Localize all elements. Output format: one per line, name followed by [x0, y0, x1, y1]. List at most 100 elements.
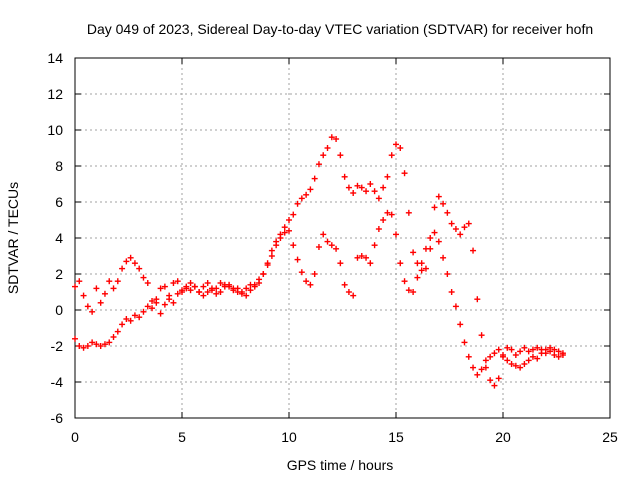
data-point-main: [529, 346, 536, 353]
data-point-secondary: [500, 352, 506, 358]
data-point-secondary: [136, 314, 143, 321]
y-tick-label: 8: [55, 158, 63, 174]
data-point-main: [422, 265, 429, 272]
data-point-secondary: [328, 242, 335, 249]
data-point-main: [367, 181, 374, 187]
data-point-secondary: [470, 364, 477, 371]
data-point-secondary: [405, 287, 412, 294]
data-point-secondary: [140, 308, 147, 315]
data-point-main: [521, 344, 528, 351]
data-point-secondary: [144, 303, 151, 310]
data-point-main: [393, 141, 399, 148]
data-point-secondary: [196, 289, 203, 295]
data-point-main: [388, 152, 395, 159]
data-point-main: [457, 231, 464, 238]
data-point-main: [410, 249, 417, 256]
x-tick-label: 10: [281, 429, 297, 445]
data-point-main: [478, 332, 485, 339]
data-point-main: [76, 278, 83, 285]
y-axis-label: SDTVAR / TECUs: [5, 182, 21, 294]
y-tick-label: -2: [51, 338, 64, 354]
data-point-secondary: [157, 310, 164, 317]
x-tick-label: 20: [495, 429, 511, 445]
data-point-main: [324, 145, 331, 151]
data-point-secondary: [508, 361, 515, 367]
data-point-secondary: [174, 290, 181, 297]
data-point-main: [452, 226, 459, 232]
data-point-secondary: [179, 289, 185, 295]
data-point-secondary: [358, 253, 365, 259]
data-point-main: [127, 254, 134, 261]
data-point-secondary: [183, 285, 190, 292]
data-point-main: [200, 283, 207, 290]
data-point-secondary: [551, 352, 558, 358]
data-point-main: [268, 247, 275, 254]
data-point-secondary: [153, 299, 160, 306]
data-point-secondary: [487, 353, 494, 360]
data-point-secondary: [76, 343, 83, 349]
x-tick-label: 25: [602, 429, 618, 445]
data-point-secondary: [106, 339, 113, 346]
data-point-secondary: [80, 344, 87, 351]
data-point-secondary: [512, 362, 519, 369]
data-point-main: [534, 344, 541, 351]
data-point-secondary: [397, 260, 404, 267]
data-point-secondary: [324, 238, 331, 245]
data-point-main: [371, 188, 378, 195]
data-point-main: [84, 303, 91, 310]
data-point-secondary: [529, 353, 536, 360]
data-point-secondary: [341, 281, 348, 288]
data-point-main: [431, 204, 438, 211]
data-point-secondary: [226, 281, 233, 288]
data-point-secondary: [234, 289, 241, 295]
data-point-main: [298, 195, 305, 202]
data-point-secondary: [93, 341, 100, 348]
data-point-secondary: [542, 346, 549, 353]
data-point-main: [89, 308, 96, 315]
data-point-secondary: [440, 254, 447, 261]
data-point-main: [106, 278, 113, 285]
data-point-secondary: [444, 271, 451, 277]
data-point-main: [345, 184, 352, 191]
data-point-secondary: [84, 343, 91, 349]
data-point-secondary: [217, 289, 224, 295]
data-point-main: [114, 278, 121, 285]
data-point-main: [217, 280, 224, 286]
data-point-main: [341, 173, 348, 180]
data-point-secondary: [538, 350, 545, 357]
data-point-main: [358, 184, 365, 191]
x-tick-label: 15: [388, 429, 404, 445]
data-point-main: [136, 265, 143, 272]
data-point-secondary: [414, 274, 421, 281]
data-marks: [72, 134, 566, 389]
data-point-main: [555, 348, 562, 355]
data-point-secondary: [260, 271, 267, 277]
data-point-secondary: [123, 316, 130, 322]
data-point-main: [204, 280, 211, 286]
data-point-secondary: [119, 321, 126, 328]
data-point-main: [149, 305, 156, 312]
data-point-secondary: [281, 229, 288, 236]
data-point-secondary: [345, 289, 352, 295]
data-point-main: [110, 285, 117, 292]
data-point-main: [131, 260, 138, 267]
data-point-main: [294, 200, 301, 207]
data-point-main: [303, 191, 310, 198]
y-tick-label: 14: [47, 50, 63, 66]
data-point-main: [213, 285, 220, 292]
data-point-secondary: [264, 262, 271, 268]
data-point-main: [517, 348, 524, 355]
data-point-main: [461, 224, 468, 231]
data-point-secondary: [401, 278, 408, 285]
data-point-main: [119, 265, 126, 272]
data-point-secondary: [166, 296, 173, 303]
data-point-secondary: [452, 303, 459, 310]
chart-title: Day 049 of 2023, Sidereal Day-to-day VTE…: [87, 21, 593, 37]
data-point-secondary: [482, 357, 489, 364]
data-point-secondary: [393, 231, 399, 238]
data-point-main: [174, 278, 181, 285]
data-point-secondary: [491, 350, 498, 357]
data-point-secondary: [110, 334, 117, 340]
data-point-main: [495, 375, 502, 382]
